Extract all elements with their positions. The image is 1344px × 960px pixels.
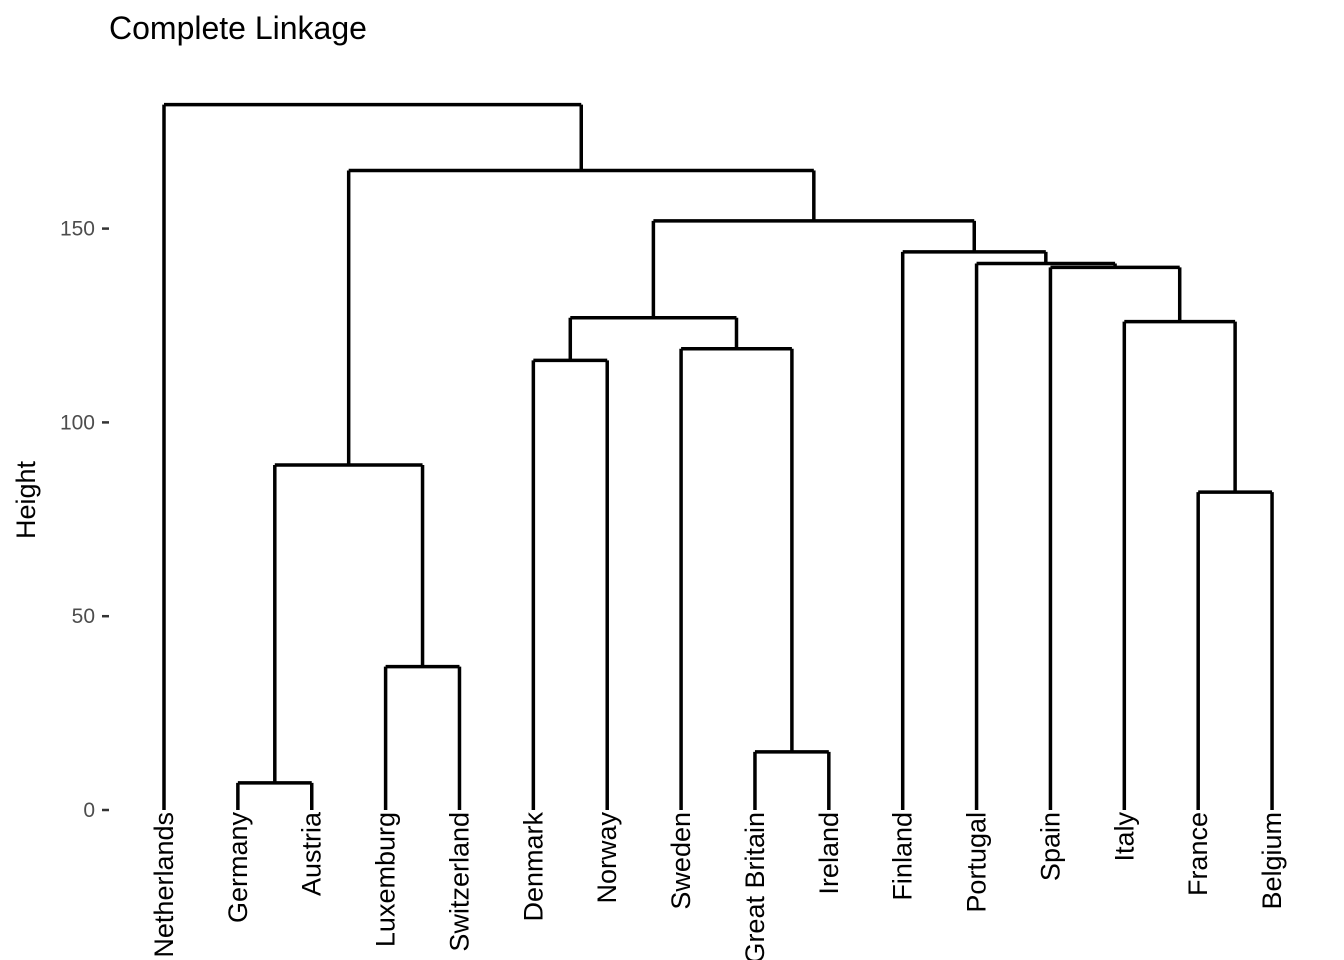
leaf-label: Austria: [297, 811, 327, 896]
leaf-label: Spain: [1035, 812, 1065, 881]
leaf-label: France: [1183, 812, 1213, 896]
y-axis: 0 50 100 150: [60, 218, 109, 822]
leaf-label: Great Britain: [740, 812, 770, 960]
y-tick-label: 0: [83, 799, 95, 822]
leaf-label: Belgium: [1257, 812, 1287, 910]
dendrogram-tree: [162, 102, 1274, 810]
leaf-label: Italy: [1109, 812, 1139, 862]
leaf-label: Luxemburg: [371, 812, 401, 947]
leaf-label: Sweden: [666, 812, 696, 910]
leaf-label: Netherlands: [149, 812, 179, 958]
leaf-label: Germany: [223, 812, 253, 924]
leaf-labels: Netherlands Germany Austria Luxemburg Switze…: [149, 811, 1287, 960]
y-tick-label: 150: [60, 218, 95, 241]
y-tick-label: 100: [60, 411, 95, 434]
chart-title: Complete Linkage: [109, 10, 367, 46]
leaf-label: Finland: [888, 812, 918, 901]
y-tick-label: 50: [72, 605, 95, 628]
leaf-label: Denmark: [518, 812, 548, 922]
y-axis-label: Height: [11, 460, 41, 539]
leaf-label: Ireland: [814, 812, 844, 895]
leaf-label: Portugal: [962, 812, 992, 913]
leaf-label: Norway: [592, 812, 622, 904]
leaf-label: Switzerland: [444, 812, 474, 952]
